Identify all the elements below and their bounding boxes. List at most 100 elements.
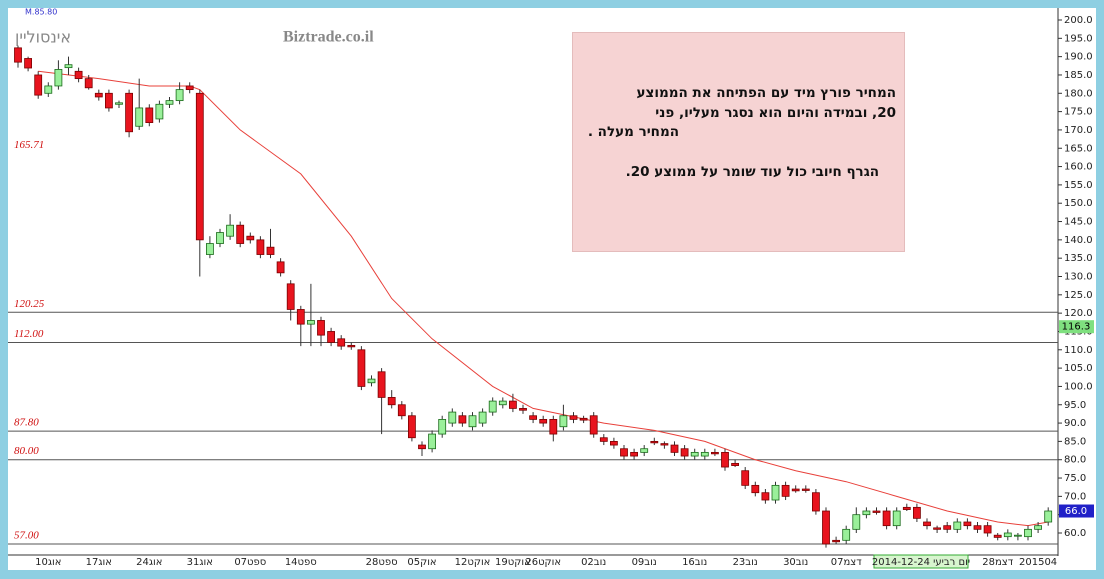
candle-body [963, 521, 972, 527]
x-tick-label: 30נוב [783, 557, 808, 568]
candle-body [286, 283, 295, 310]
candle-body [549, 419, 558, 435]
candle-body [428, 433, 437, 450]
candle-body [852, 514, 861, 530]
candle-body [993, 534, 1002, 538]
candle-body [256, 239, 265, 255]
candle-body [115, 102, 123, 105]
x-tick-label: 12אוקט [455, 557, 491, 568]
x-tick-label: 07דצמ [831, 557, 862, 568]
candle-body [94, 92, 103, 98]
candle-body [317, 320, 325, 336]
candle-body [1024, 528, 1032, 538]
candle-body [741, 470, 750, 486]
candle-body [448, 411, 457, 424]
candle-body [721, 451, 729, 468]
candle-body [559, 415, 568, 428]
candle-body [700, 451, 709, 457]
cursor-box [873, 554, 969, 569]
y-tick-label: 100.0 [1064, 381, 1093, 392]
candle-body [882, 510, 891, 527]
candle-body [822, 510, 830, 545]
candle-body [14, 47, 22, 63]
y-tick-label: 180.0 [1064, 88, 1093, 99]
candle-body [125, 92, 133, 133]
annotation-box: המחיר פורץ מיד עם הפתיחה את הממוצע 20, ו… [572, 32, 905, 252]
y-tick-label: 160.0 [1064, 162, 1093, 173]
candle-body [488, 400, 497, 413]
candle-body [620, 448, 628, 457]
y-tick-label: 140.0 [1064, 235, 1093, 246]
candle-body [892, 510, 901, 527]
candle-body [519, 408, 527, 411]
x-tick-label: 19אוקט [495, 557, 531, 568]
candle-body [498, 400, 507, 406]
candle-body [64, 64, 73, 69]
candle-body [367, 378, 376, 384]
y-tick-label: 95.0 [1064, 400, 1086, 411]
x-tick-label: 26אוקט [525, 557, 561, 568]
candle-body [135, 107, 144, 127]
candle-body [913, 506, 921, 519]
level-label: 112.00 [14, 328, 44, 340]
candle-body [54, 69, 63, 87]
candle-body [670, 444, 679, 453]
candle-body [630, 451, 638, 457]
y-tick-label: 165.0 [1064, 143, 1093, 154]
candle-body [44, 85, 53, 94]
x-tick-label: 16נוב [682, 557, 707, 568]
x-tick-label: 24אוג [136, 557, 162, 568]
candle-body [306, 320, 315, 325]
candle-body [337, 338, 346, 347]
x-tick-label: 10אוג [35, 557, 61, 568]
candle-body [923, 521, 931, 527]
y-tick-label: 75.0 [1064, 473, 1086, 484]
price-mark-label: 165.71 [14, 139, 44, 151]
candle-body [347, 344, 356, 348]
candle-body [236, 224, 245, 244]
y-tick-label: 155.0 [1064, 180, 1093, 191]
candle-body [801, 488, 810, 491]
x-tick-label: 23נוב [733, 557, 758, 568]
candle-body [24, 58, 33, 69]
candle-body [165, 100, 174, 105]
candle-body [771, 484, 780, 501]
level-label: 120.25 [14, 298, 45, 310]
y-tick-label: 85.0 [1064, 436, 1086, 447]
candle-body [680, 448, 689, 457]
candle-body [650, 440, 659, 444]
y-tick-label: 190.0 [1064, 52, 1093, 63]
symbol: אינסוליין [15, 28, 71, 47]
y-tick-label: 80.0 [1064, 455, 1086, 466]
candle-body [842, 528, 851, 541]
y-tick-label: 130.0 [1064, 272, 1093, 283]
candle-body [246, 235, 255, 241]
candle-body [145, 107, 154, 123]
annotation-line: הגרף חיובי כול עוד שומר על ממוצע 20. [625, 164, 879, 180]
candle-body [105, 92, 113, 109]
y-tick-label: 170.0 [1064, 125, 1093, 136]
candle-body [195, 92, 204, 241]
annotation-line: 20, ובמידה והיום הוא נסגר מעליו, פני [655, 105, 896, 121]
y-tick-label: 110.0 [1064, 345, 1093, 356]
candle-body [1014, 534, 1022, 537]
candle-body [397, 404, 406, 417]
x-tick-label: 17אוג [86, 557, 112, 568]
y-tick-label: 175.0 [1064, 107, 1093, 118]
candle-body [34, 74, 43, 96]
top-note: M.85.80 [25, 8, 57, 17]
candle-body [1044, 510, 1053, 523]
candle-body [438, 419, 447, 435]
candle-body [933, 527, 941, 530]
candle-body [84, 78, 93, 89]
candle-body [185, 85, 194, 91]
candle-body [175, 89, 184, 102]
candle-body [74, 70, 83, 80]
x-tick-label: 14ספט [285, 557, 317, 568]
candle-body [660, 443, 669, 446]
candle-body [569, 415, 578, 420]
price-tag-label: 66.0 [1065, 506, 1087, 517]
candle-body [276, 261, 285, 274]
candle-body [418, 444, 426, 450]
